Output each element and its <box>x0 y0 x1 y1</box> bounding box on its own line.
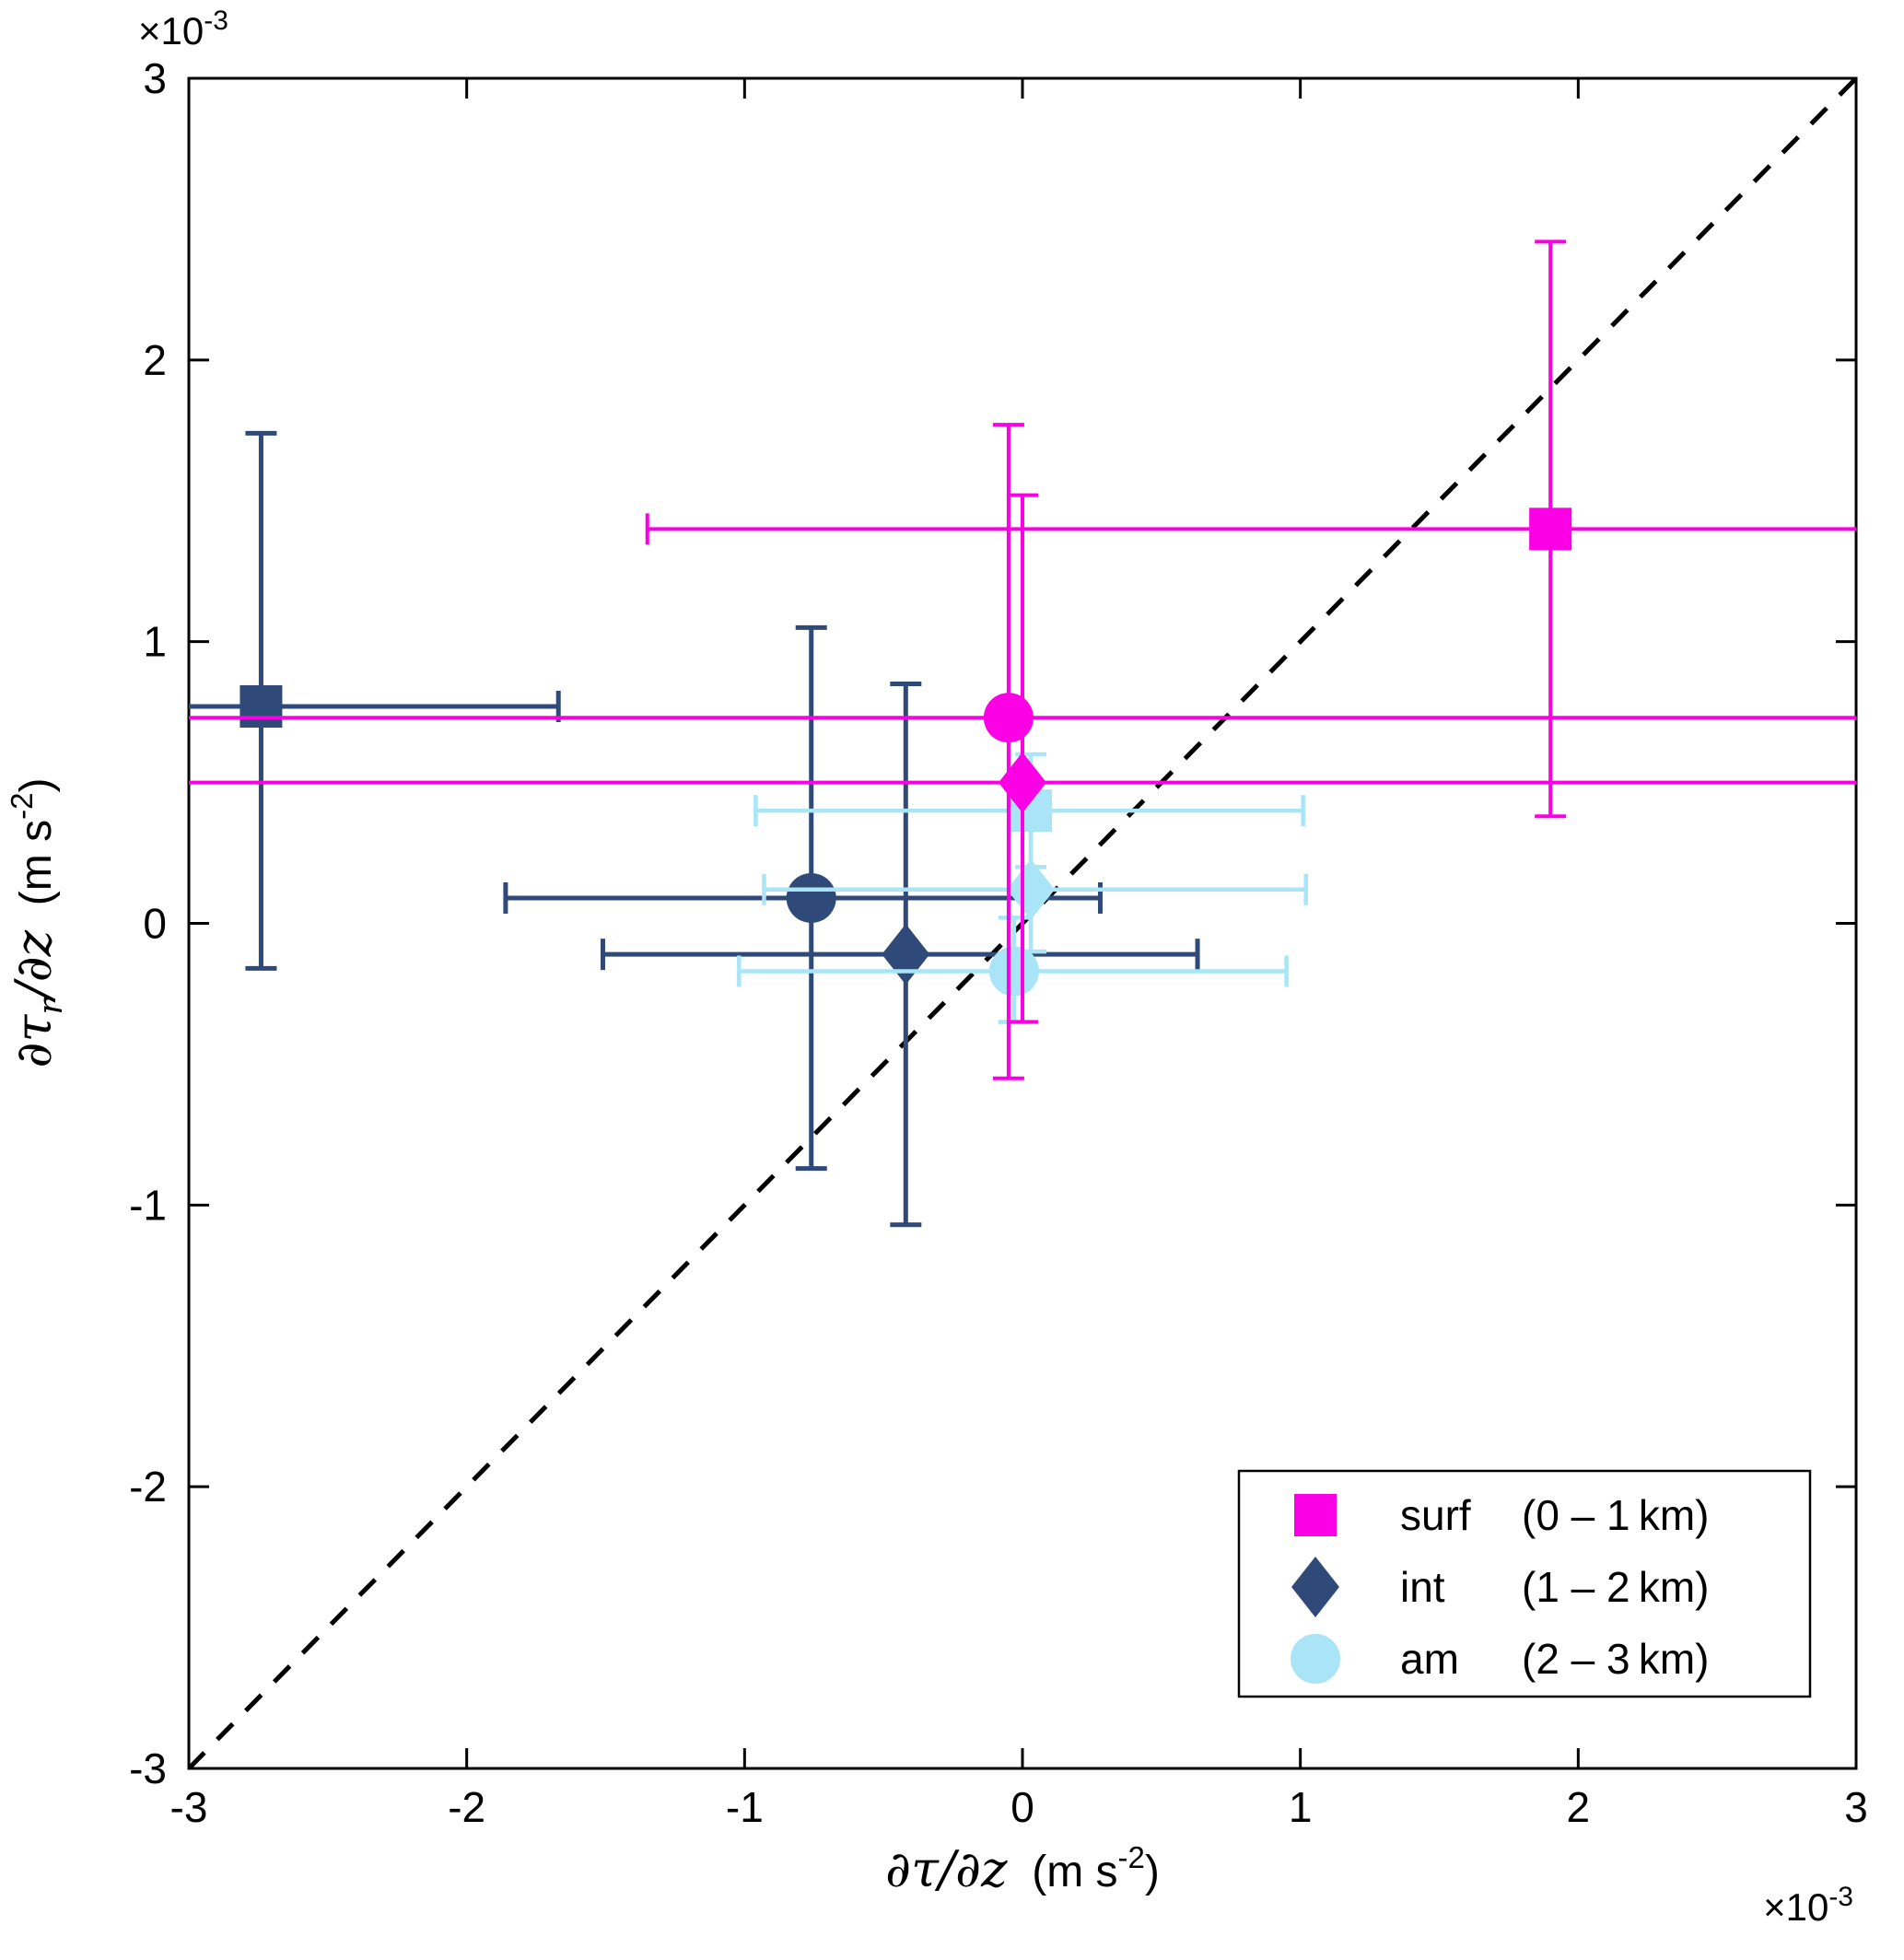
surf-circle-marker <box>983 693 1034 743</box>
y-tick-label: -1 <box>129 1181 167 1229</box>
legend-marker-int <box>1291 1557 1339 1617</box>
am-circle-marker <box>988 946 1039 997</box>
legend: surf (0 – 1 km) int (1 – 2 km) am (2 – 3 km) <box>1237 1469 1812 1698</box>
legend-range-int: (1 – 2 km) <box>1522 1563 1709 1611</box>
plot-generated-layer: -3 -2 -1 0 1 2 3 -3 -2 -1 0 1 2 3 surf (0 – 1 km) int (1 … <box>129 54 1868 1831</box>
x-tick-label: 2 <box>1567 1783 1591 1831</box>
x-tick-label: 1 <box>1289 1783 1313 1831</box>
y-axis-exponent-label: ×10-3 <box>138 6 228 52</box>
legend-range-am: (2 – 3 km) <box>1522 1635 1709 1683</box>
legend-marker-surf <box>1294 1494 1337 1536</box>
y-tick-label: 2 <box>143 336 167 384</box>
series-int-markers <box>239 685 930 986</box>
am-diamond-marker <box>1007 858 1056 920</box>
surf-square-marker <box>1529 508 1572 551</box>
y-tick-label: 0 <box>143 900 167 948</box>
series-surf <box>189 239 1856 1080</box>
y-tick-label: -2 <box>129 1463 167 1511</box>
series-am-markers <box>988 789 1056 997</box>
data-layer <box>189 78 1856 1768</box>
y-tick-label: -3 <box>129 1744 167 1792</box>
int-square-marker <box>239 685 283 729</box>
x-tick-label: 3 <box>1844 1783 1868 1831</box>
x-tick-label: 0 <box>1010 1783 1034 1831</box>
x-tick-label: -1 <box>726 1783 764 1831</box>
surf-diamond-marker <box>999 752 1046 813</box>
int-diamond-marker <box>882 924 930 986</box>
legend-label-am: am <box>1400 1635 1459 1683</box>
legend-marker-am <box>1291 1634 1340 1684</box>
x-axis-exponent-label: ×10-3 <box>1763 1882 1853 1929</box>
legend-label-surf: surf <box>1400 1491 1471 1539</box>
int-circle-marker <box>786 872 836 923</box>
y-axis-label: ∂τr/∂z (m s-2) <box>5 778 70 1068</box>
x-axis-label: ∂τ/∂z (m s-2) <box>885 1840 1160 1898</box>
x-tick-label: -2 <box>448 1783 485 1831</box>
y-tick-label: 1 <box>143 618 167 666</box>
series-surf-markers <box>983 508 1572 813</box>
y-tick-label: 3 <box>143 54 167 102</box>
legend-range-surf: (0 – 1 km) <box>1522 1491 1709 1539</box>
legend-label-int: int <box>1400 1563 1445 1611</box>
x-tick-label: -3 <box>170 1783 208 1831</box>
